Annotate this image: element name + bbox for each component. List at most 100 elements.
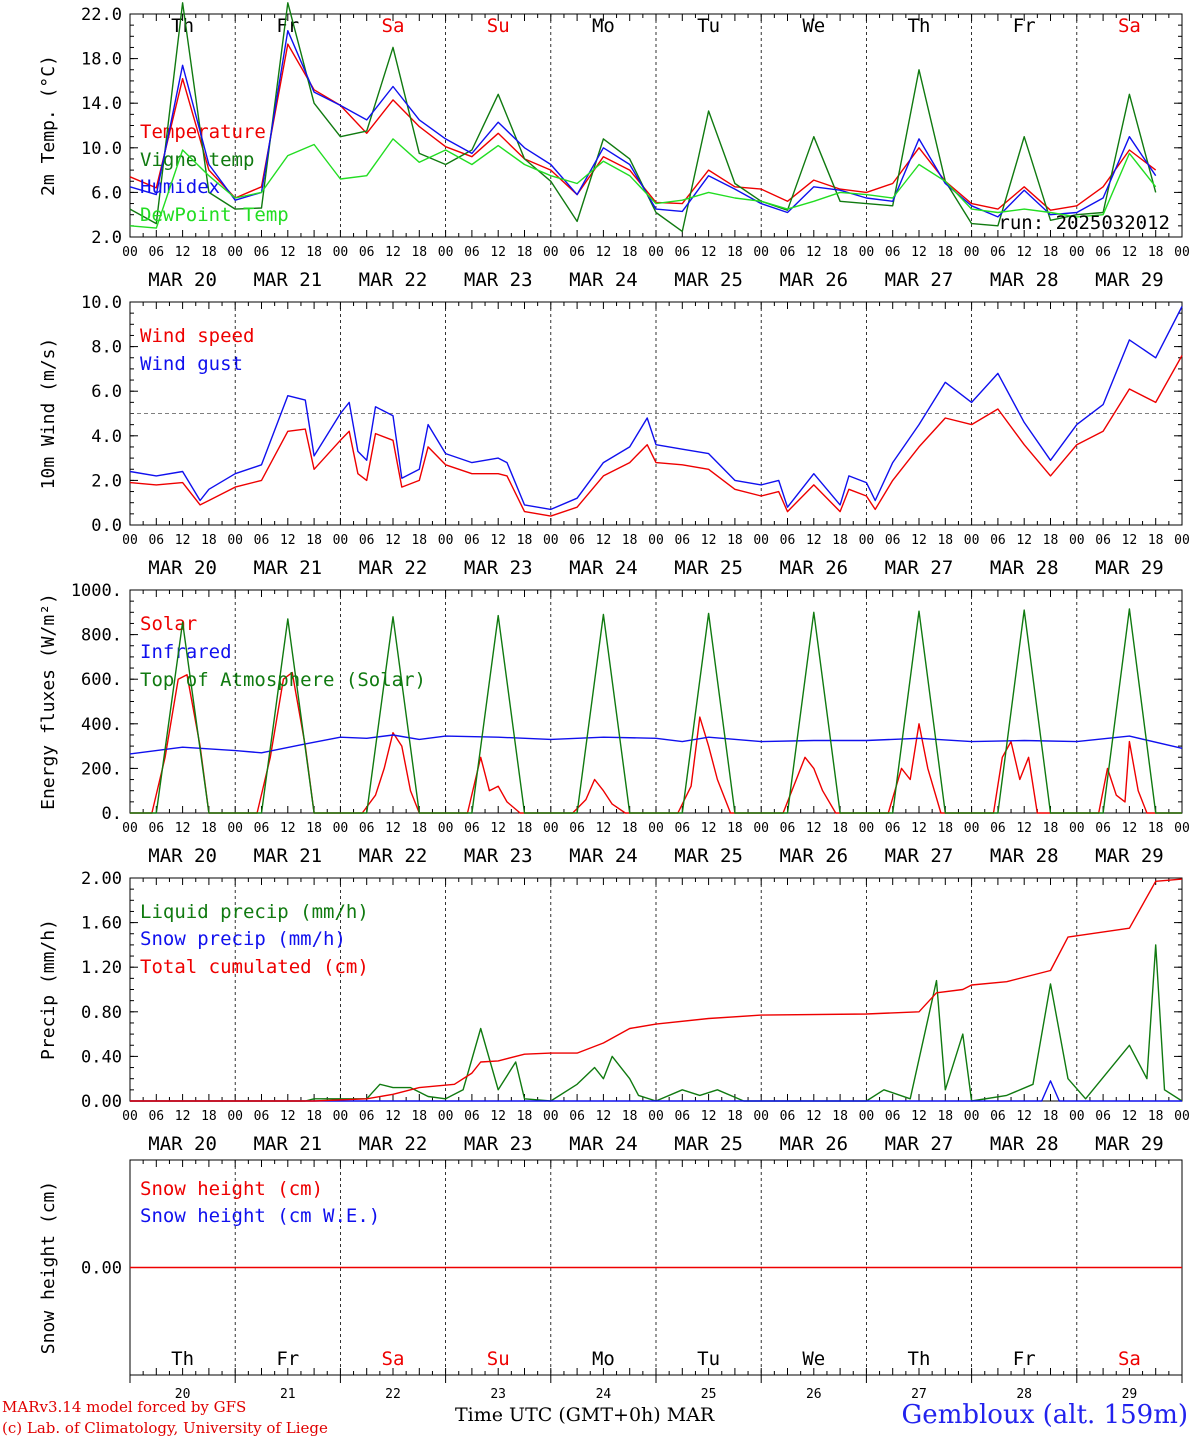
- hour-tick-label: 00: [543, 533, 559, 548]
- hour-tick-label: 12: [911, 1109, 927, 1124]
- legend-entry: Wind speed: [140, 325, 254, 347]
- model-credit: MARv3.14 model forced by GFS: [2, 1398, 247, 1416]
- hour-tick-label: 00: [543, 1109, 559, 1124]
- hour-tick-label: 00: [122, 533, 138, 548]
- hour-tick-label: 12: [385, 245, 401, 260]
- hour-tick-label: 12: [280, 821, 296, 836]
- hour-tick-label: 06: [990, 533, 1006, 548]
- series-line-wind-gust: [129, 306, 1183, 511]
- weekday-label: Tu: [697, 1348, 720, 1370]
- hour-tick-label: 18: [1148, 1109, 1164, 1124]
- hour-tick-label: 00: [648, 1109, 664, 1124]
- hour-tick-label: 12: [175, 245, 191, 260]
- hour-tick-label: 06: [359, 245, 375, 260]
- series-line-infrared: [129, 734, 1183, 755]
- day-number-label: 22: [385, 1387, 401, 1402]
- date-label: MAR 29: [1095, 845, 1164, 867]
- weekday-label: Th: [908, 1348, 931, 1370]
- legend-entry: Infrared: [140, 641, 232, 663]
- hour-tick-label: 06: [569, 533, 585, 548]
- hour-tick-label: 06: [990, 1109, 1006, 1124]
- chart-panel-1: 00 06 12 18 00 06 12 18 00 06 12 18 00 06 12 18 00 06 12 18…: [38, 2, 1190, 291]
- hour-tick-label: 00: [333, 245, 349, 260]
- date-label: MAR 28: [990, 557, 1059, 579]
- hour-tick-label: 18: [411, 821, 427, 836]
- hour-tick-label: 06: [780, 821, 796, 836]
- y-tick-label: 600.: [81, 670, 122, 690]
- hour-tick-label: 18: [937, 533, 953, 548]
- date-label: MAR 21: [253, 845, 322, 867]
- y-tick-label: 4.0: [91, 427, 122, 447]
- y-axis-title: 10m Wind (m/s): [38, 338, 59, 490]
- y-tick-label: 0.00: [81, 1259, 122, 1279]
- hour-tick-label: 06: [464, 245, 480, 260]
- hour-tick-label: 12: [911, 533, 927, 548]
- hour-tick-label: 18: [517, 1109, 533, 1124]
- hour-tick-label: 06: [674, 245, 690, 260]
- series-line-wind-speed: [129, 355, 1183, 517]
- hour-tick-label: 00: [1174, 245, 1190, 260]
- hour-tick-label: 18: [306, 821, 322, 836]
- y-tick-label: 2.00: [81, 869, 122, 889]
- y-tick-label: 0.40: [81, 1047, 122, 1067]
- hour-tick-label: 18: [937, 1109, 953, 1124]
- legend-entry: DewPoint Temp: [140, 204, 289, 226]
- y-tick-label: 10.0: [81, 139, 122, 159]
- y-axis-title: 2m Temp. (°C): [38, 55, 59, 196]
- hour-tick-label: 12: [490, 245, 506, 260]
- hour-tick-label: 18: [727, 533, 743, 548]
- hour-tick-label: 00: [122, 245, 138, 260]
- hour-tick-label: 00: [333, 1109, 349, 1124]
- hour-tick-label: 06: [1095, 533, 1111, 548]
- hour-tick-label: 00: [753, 533, 769, 548]
- hour-tick-label: 00: [859, 821, 875, 836]
- hour-tick-label: 18: [622, 1109, 638, 1124]
- hour-tick-label: 06: [148, 533, 164, 548]
- hour-tick-label: 12: [596, 245, 612, 260]
- hour-tick-label: 06: [885, 821, 901, 836]
- date-label: MAR 24: [569, 269, 638, 291]
- hour-tick-label: 06: [148, 821, 164, 836]
- hour-tick-label: 18: [201, 245, 217, 260]
- weekday-label: Mo: [592, 1348, 615, 1370]
- hour-tick-label: 18: [517, 821, 533, 836]
- date-label: MAR 26: [779, 269, 848, 291]
- series-line-total-cumulated-cm-: [130, 878, 1183, 1102]
- legend-entry: Total cumulated (cm): [140, 956, 369, 978]
- day-number-label: 26: [806, 1387, 822, 1402]
- hour-tick-label: 18: [727, 245, 743, 260]
- hour-tick-label: 12: [1016, 533, 1032, 548]
- hour-tick-label: 00: [438, 533, 454, 548]
- date-label: MAR 27: [885, 1133, 954, 1155]
- hour-tick-label: 12: [175, 821, 191, 836]
- hour-tick-label: 18: [1148, 245, 1164, 260]
- date-label: MAR 24: [569, 1133, 638, 1155]
- hour-tick-label: 06: [780, 1109, 796, 1124]
- weekday-label: Sa: [1118, 15, 1141, 37]
- hour-tick-label: 06: [569, 1109, 585, 1124]
- y-tick-label: 6.0: [91, 382, 122, 402]
- day-number-label: 21: [280, 1387, 296, 1402]
- date-label: MAR 26: [779, 1133, 848, 1155]
- date-label: MAR 23: [464, 557, 533, 579]
- hour-tick-label: 00: [859, 245, 875, 260]
- day-number-label: 23: [490, 1387, 506, 1402]
- date-label: MAR 26: [779, 557, 848, 579]
- legend-entry: Liquid precip (mm/h): [140, 901, 369, 923]
- series-line-vigne-temp: [129, 2, 1157, 233]
- hour-tick-label: 06: [464, 821, 480, 836]
- hour-tick-label: 18: [1043, 1109, 1059, 1124]
- legend-entry: Temperature: [140, 121, 266, 143]
- hour-tick-label: 00: [122, 1109, 138, 1124]
- y-axis-title: Energy fluxes (W/m²): [38, 593, 59, 810]
- hour-tick-label: 00: [227, 533, 243, 548]
- hour-tick-label: 00: [964, 533, 980, 548]
- hour-tick-label: 00: [1069, 1109, 1085, 1124]
- weekday-label: Su: [487, 15, 510, 37]
- hour-tick-label: 12: [701, 533, 717, 548]
- date-label: MAR 27: [885, 557, 954, 579]
- hour-tick-label: 06: [1095, 821, 1111, 836]
- hour-tick-label: 00: [227, 1109, 243, 1124]
- hour-tick-label: 12: [385, 533, 401, 548]
- date-label: MAR 20: [148, 845, 217, 867]
